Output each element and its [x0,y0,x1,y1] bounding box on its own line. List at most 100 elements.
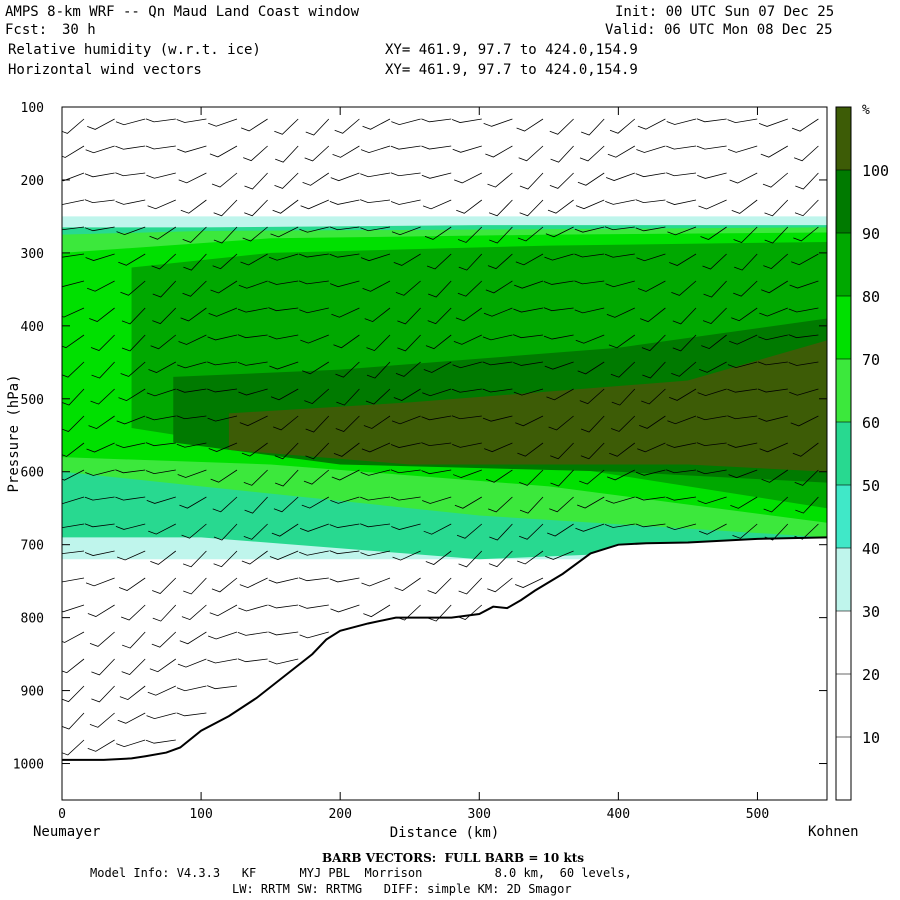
wind-barb [732,523,758,539]
model-info: Model Info: V4.3.3 KF MYJ PBL Morrison 8… [90,866,632,880]
plot-title: AMPS 8-km WRF -- Qn Maud Land Coast wind… [5,4,360,20]
wind-barb [360,469,391,476]
wind-barb [395,280,421,296]
wind-barb [360,172,391,178]
wind-barb [396,604,421,621]
wind-barb [579,469,605,485]
forecast-label: Fcst: [5,22,48,38]
wind-barb [790,415,819,427]
wind-barb [550,145,574,163]
wind-barb [118,253,146,266]
wind-barb [519,523,544,540]
wind-barb [62,334,85,349]
x-axis-label: Distance (km) [390,825,500,841]
wind-barb [795,496,819,514]
colorbar-label: 70 [862,351,880,369]
wind-barb [427,307,452,325]
wind-barb [701,334,727,350]
wind-barb [146,388,176,397]
wind-barb [117,712,146,724]
rh-shading [62,107,827,800]
wind-barb [391,415,421,425]
wind-barb [788,307,819,313]
wind-barb [299,550,329,556]
wind-barb [244,172,268,190]
wind-barb [515,577,544,588]
wind-barb [546,388,574,401]
wind-barb [488,550,513,568]
x-tick-label: 0 [58,807,66,822]
wind-barb [210,469,238,483]
wind-barb [242,226,268,242]
wind-barb [550,442,574,460]
wind-barb [727,361,758,369]
wind-barb [517,550,544,565]
wind-barb [635,496,666,501]
wind-barb [452,361,482,369]
wind-barb [702,253,727,270]
wind-barb [151,253,177,270]
wind-barbs [62,118,819,756]
wind-barb [544,253,574,261]
wind-barb [237,631,268,636]
wind-barb [696,469,727,475]
model-info-physics: LW: RRTM SW: RRTMG DIFF: simple KM: 2D S… [232,882,572,896]
wind-barb [62,172,85,182]
wind-barb [366,361,391,379]
wind-barb [237,307,268,313]
wind-barb [116,739,146,748]
wind-barb [86,280,115,292]
wind-barb [62,307,85,318]
wind-barb [365,388,391,405]
wind-barb [302,361,330,375]
wind-barb [667,226,697,236]
wind-barb [87,604,115,617]
wind-barb [85,577,115,587]
wind-barb [145,442,176,447]
wind-barb [517,226,544,242]
wind-barb [62,361,85,378]
wind-barb [513,307,544,313]
wind-barb [697,388,727,397]
wind-barb [764,226,789,244]
wind-barb [757,361,788,366]
wind-barb [305,118,330,136]
wind-barb [274,442,299,460]
wind-barb [581,118,605,136]
colorbar-label: 60 [862,414,880,432]
wind-barb [574,307,605,314]
wind-barb [212,496,238,513]
wind-barb [637,118,666,130]
wind-barb [84,226,115,232]
wind-barb [423,361,452,373]
wind-barb [84,199,115,204]
wind-barb [88,415,115,430]
valid-time: Valid: 06 UTC Mon 08 Dec 25 [605,22,833,38]
wind-barb [213,523,238,541]
wind-barb [543,280,574,285]
wind-barb [360,496,391,501]
wind-barb [274,172,299,189]
wind-barb [514,280,544,289]
wind-barb [62,658,85,674]
colorbar-bin [836,296,851,359]
wind-barb [489,226,513,244]
wind-barb [84,172,115,178]
wind-barb [543,334,574,340]
wind-barb [762,172,789,188]
wind-barb [397,307,421,325]
wind-barb [390,145,421,150]
wind-barb [360,523,391,528]
wind-barb [757,388,788,393]
wind-barb [115,523,146,530]
wind-barb [213,199,238,217]
wind-barb [789,280,819,289]
wind-barb [575,523,605,532]
wind-barb [363,415,391,429]
wind-barb [210,280,238,294]
wind-barb [604,226,635,231]
y-tick-label: 300 [21,247,44,262]
wind-barb [761,280,789,294]
wind-barb [146,496,176,504]
wind-barb [118,577,146,591]
